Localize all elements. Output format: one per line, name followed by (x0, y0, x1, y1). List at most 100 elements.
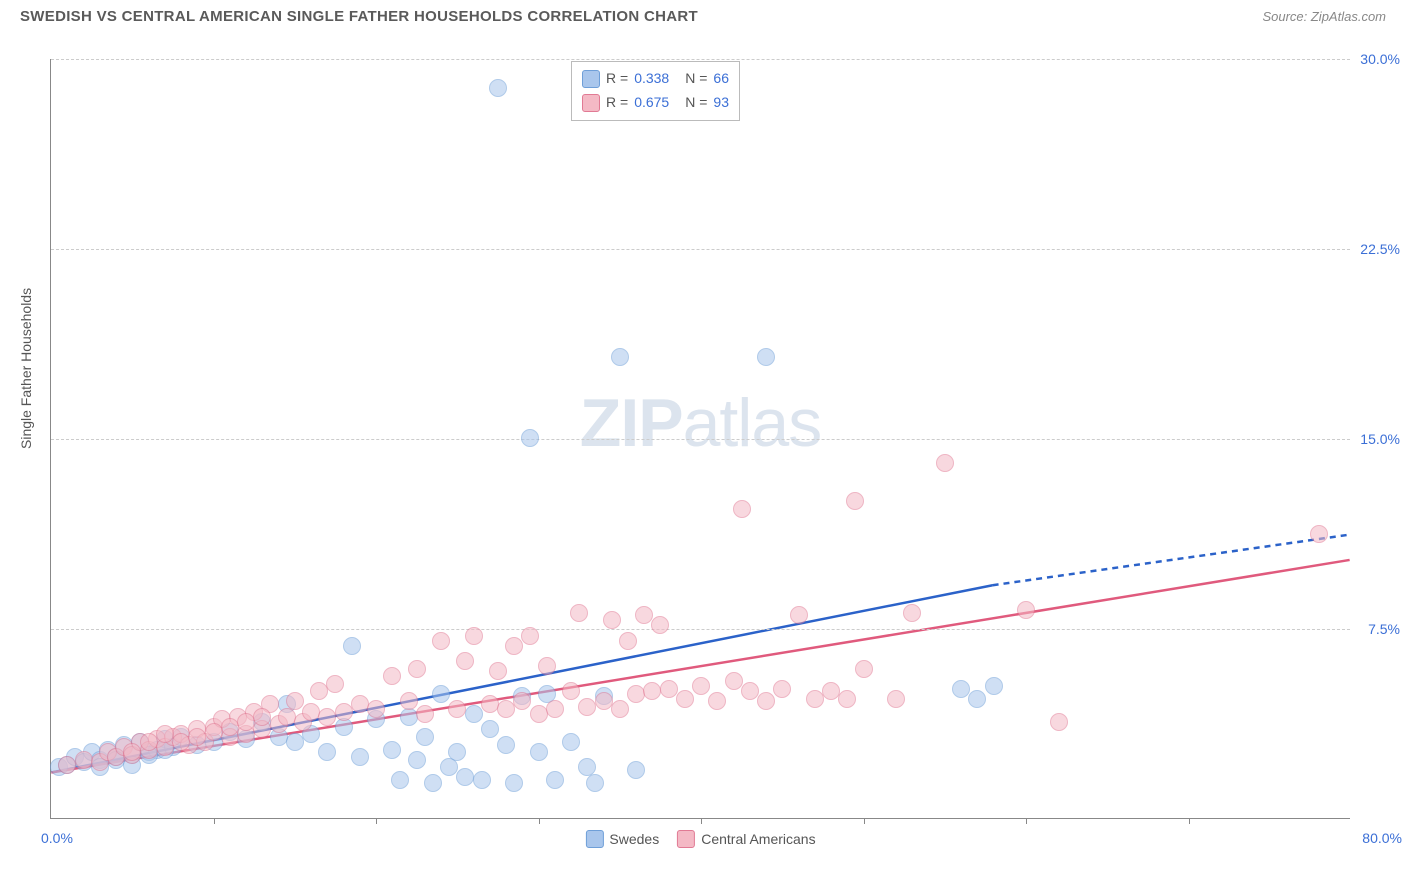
scatter-point-swedes (985, 677, 1003, 695)
source-label: Source: ZipAtlas.com (1262, 9, 1386, 24)
legend-swatch (585, 830, 603, 848)
scatter-point-swedes (530, 743, 548, 761)
bottom-legend-label: Central Americans (701, 831, 815, 847)
legend-swatch (677, 830, 695, 848)
scatter-point-central (887, 690, 905, 708)
legend-R-value: 0.338 (634, 67, 669, 91)
scatter-point-swedes (432, 685, 450, 703)
x-max-label: 80.0% (1362, 830, 1402, 846)
x-tick (1026, 818, 1027, 824)
scatter-point-central (651, 616, 669, 634)
scatter-point-central (570, 604, 588, 622)
scatter-point-central (416, 705, 434, 723)
y-tick-label: 7.5% (1354, 621, 1400, 637)
scatter-point-swedes (351, 748, 369, 766)
scatter-point-central (538, 657, 556, 675)
scatter-point-swedes (627, 761, 645, 779)
scatter-point-central (253, 708, 271, 726)
bottom-legend: Swedes Central Americans (585, 830, 815, 848)
scatter-point-central (757, 692, 775, 710)
scatter-point-swedes (611, 348, 629, 366)
scatter-point-swedes (473, 771, 491, 789)
scatter-point-swedes (546, 771, 564, 789)
scatter-point-central (1017, 601, 1035, 619)
scatter-point-central (521, 627, 539, 645)
scatter-point-central (790, 606, 808, 624)
scatter-point-central (660, 680, 678, 698)
gridline (51, 59, 1350, 60)
scatter-point-central (513, 692, 531, 710)
scatter-point-swedes (505, 774, 523, 792)
chart-title: SWEDISH VS CENTRAL AMERICAN SINGLE FATHE… (20, 8, 698, 25)
scatter-point-central (806, 690, 824, 708)
scatter-point-swedes (286, 733, 304, 751)
gridline (51, 249, 1350, 250)
scatter-point-central (562, 682, 580, 700)
scatter-point-central (936, 454, 954, 472)
x-tick (1189, 818, 1190, 824)
scatter-point-swedes (391, 771, 409, 789)
scatter-point-central (465, 627, 483, 645)
scatter-point-central (1050, 713, 1068, 731)
legend-N-label: N = (685, 91, 707, 115)
scatter-point-central (351, 695, 369, 713)
scatter-point-central (708, 692, 726, 710)
scatter-point-swedes (448, 743, 466, 761)
scatter-point-central (310, 682, 328, 700)
scatter-point-swedes (343, 637, 361, 655)
scatter-point-swedes (586, 774, 604, 792)
scatter-point-central (627, 685, 645, 703)
watermark-bold: ZIP (580, 385, 683, 461)
scatter-point-central (302, 703, 320, 721)
scatter-point-central (733, 500, 751, 518)
scatter-point-central (643, 682, 661, 700)
scatter-point-central (456, 652, 474, 670)
scatter-point-swedes (456, 768, 474, 786)
scatter-point-central (123, 743, 141, 761)
scatter-point-central (903, 604, 921, 622)
x-tick (214, 818, 215, 824)
scatter-point-central (383, 667, 401, 685)
y-tick-label: 15.0% (1354, 431, 1400, 447)
chart-header: SWEDISH VS CENTRAL AMERICAN SINGLE FATHE… (0, 0, 1406, 29)
scatter-point-central (855, 660, 873, 678)
y-axis-label: Single Father Households (18, 288, 34, 449)
scatter-point-central (497, 700, 515, 718)
scatter-point-central (448, 700, 466, 718)
legend-R-value: 0.675 (634, 91, 669, 115)
scatter-point-central (692, 677, 710, 695)
scatter-point-central (725, 672, 743, 690)
y-tick-label: 22.5% (1354, 241, 1400, 257)
x-tick (864, 818, 865, 824)
scatter-point-swedes (497, 736, 515, 754)
legend-swatch (582, 94, 600, 112)
x-min-label: 0.0% (41, 830, 73, 846)
scatter-point-central (489, 662, 507, 680)
scatter-point-central (432, 632, 450, 650)
legend-swatch (582, 70, 600, 88)
chart-container: Single Father Households ZIPatlas 0.0% 8… (0, 29, 1406, 849)
legend-N-value: 93 (713, 91, 729, 115)
scatter-point-central (140, 733, 158, 751)
scatter-point-central (335, 703, 353, 721)
scatter-point-swedes (968, 690, 986, 708)
scatter-point-central (676, 690, 694, 708)
legend-R-label: R = (606, 67, 628, 91)
scatter-point-swedes (416, 728, 434, 746)
trend-line-dashed-swedes (993, 535, 1350, 586)
bottom-legend-label: Swedes (609, 831, 659, 847)
bottom-legend-item: Central Americans (677, 830, 815, 848)
scatter-point-central (408, 660, 426, 678)
scatter-point-swedes (562, 733, 580, 751)
scatter-point-central (326, 675, 344, 693)
scatter-point-swedes (481, 720, 499, 738)
scatter-point-swedes (465, 705, 483, 723)
x-tick (701, 818, 702, 824)
legend-N-label: N = (685, 67, 707, 91)
x-tick (376, 818, 377, 824)
scatter-point-central (75, 751, 93, 769)
scatter-point-central (635, 606, 653, 624)
scatter-point-central (400, 692, 418, 710)
scatter-point-swedes (489, 79, 507, 97)
watermark-light: atlas (683, 385, 822, 461)
